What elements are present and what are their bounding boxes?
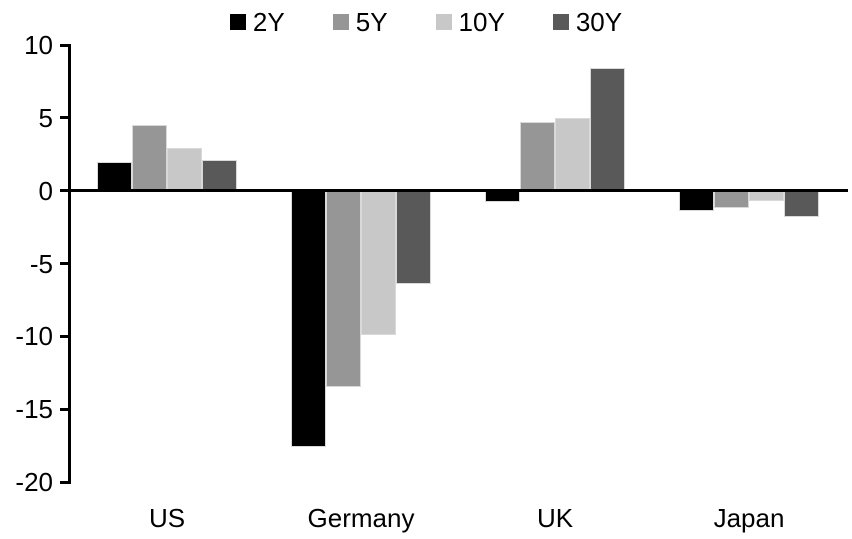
y-tick-label: -15: [15, 394, 53, 425]
bar-uk-10y: [555, 117, 590, 191]
legend-swatch-icon: [332, 14, 349, 30]
legend: 2Y 5Y 10Y 30Y: [0, 9, 852, 35]
y-tick-label: -10: [15, 321, 53, 352]
bar-uk-30y: [590, 68, 625, 191]
y-tick-label: -5: [29, 248, 53, 279]
y-axis-tick: [60, 262, 68, 265]
bar-japan-10y: [749, 190, 784, 201]
x-category-label-germany: Germany: [307, 503, 415, 533]
y-axis-line: [68, 44, 71, 484]
bar-germany-2y: [291, 190, 326, 448]
y-axis-tick: [60, 480, 68, 484]
y-tick-label: 10: [24, 30, 53, 60]
y-axis-tick: [60, 407, 68, 411]
x-category-label-us: US: [148, 503, 186, 533]
y-tick-label: -20: [15, 467, 53, 497]
legend-swatch-icon: [229, 14, 246, 30]
bar-us-30y: [202, 160, 237, 191]
bar-japan-30y: [784, 190, 819, 217]
bar-uk-5y: [520, 122, 555, 191]
legend-swatch-icon: [552, 14, 569, 30]
legend-item-30y: 30Y: [552, 7, 623, 37]
y-axis-tick: [60, 189, 68, 193]
bar-germany-10y: [361, 190, 396, 335]
y-axis-tick: [60, 334, 68, 338]
bar-us-5y: [132, 125, 167, 191]
legend-item-5y: 5Y: [332, 7, 388, 37]
bar-germany-5y: [326, 190, 361, 388]
legend-label: 2Y: [252, 7, 285, 37]
legend-label: 30Y: [575, 7, 623, 37]
x-category-label-japan: Japan: [713, 503, 785, 533]
bar-us-2y: [97, 161, 132, 191]
legend-label: 10Y: [458, 7, 505, 37]
bar-uk-2y: [485, 190, 520, 203]
x-category-label-uk: UK: [536, 503, 574, 533]
legend-swatch-icon: [435, 14, 452, 30]
y-axis-tick: [60, 43, 68, 47]
bar-japan-2y: [679, 190, 714, 212]
legend-item-2y: 2Y: [229, 7, 285, 37]
bar-japan-5y: [714, 190, 749, 209]
bar-germany-30y: [396, 190, 431, 284]
plot-area: [70, 45, 846, 482]
y-axis-tick: [60, 116, 68, 120]
y-tick-label: 0: [38, 175, 53, 206]
legend-item-10y: 10Y: [435, 7, 505, 37]
bar-us-10y: [167, 148, 202, 191]
y-tick-label: 5: [38, 102, 53, 133]
zero-baseline: [68, 189, 848, 193]
legend-label: 5Y: [355, 7, 388, 37]
